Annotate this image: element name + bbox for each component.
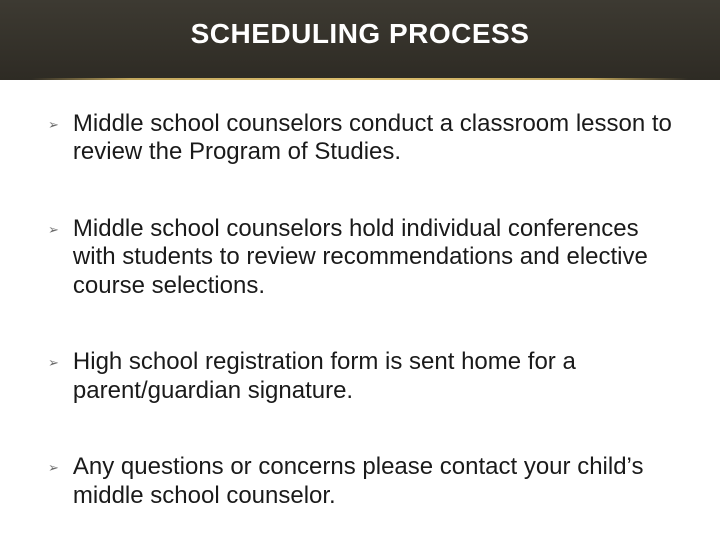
- chevron-right-icon: ➢: [48, 118, 59, 131]
- list-item: ➢ High school registration form is sent …: [48, 348, 672, 405]
- bullet-text: Middle school counselors conduct a class…: [73, 110, 672, 167]
- list-item: ➢ Middle school counselors hold individu…: [48, 215, 672, 300]
- list-item: ➢ Middle school counselors conduct a cla…: [48, 110, 672, 167]
- chevron-right-icon: ➢: [48, 461, 59, 474]
- bullet-text: High school registration form is sent ho…: [73, 348, 672, 405]
- list-item: ➢ Any questions or concerns please conta…: [48, 453, 672, 510]
- slide: SCHEDULING PROCESS ➢ Middle school couns…: [0, 0, 720, 540]
- chevron-right-icon: ➢: [48, 223, 59, 236]
- header-divider: [32, 78, 688, 80]
- bullet-list: ➢ Middle school counselors conduct a cla…: [48, 110, 672, 510]
- slide-title: SCHEDULING PROCESS: [0, 18, 720, 50]
- bullet-text: Middle school counselors hold individual…: [73, 215, 672, 300]
- bullet-text: Any questions or concerns please contact…: [73, 453, 672, 510]
- chevron-right-icon: ➢: [48, 356, 59, 369]
